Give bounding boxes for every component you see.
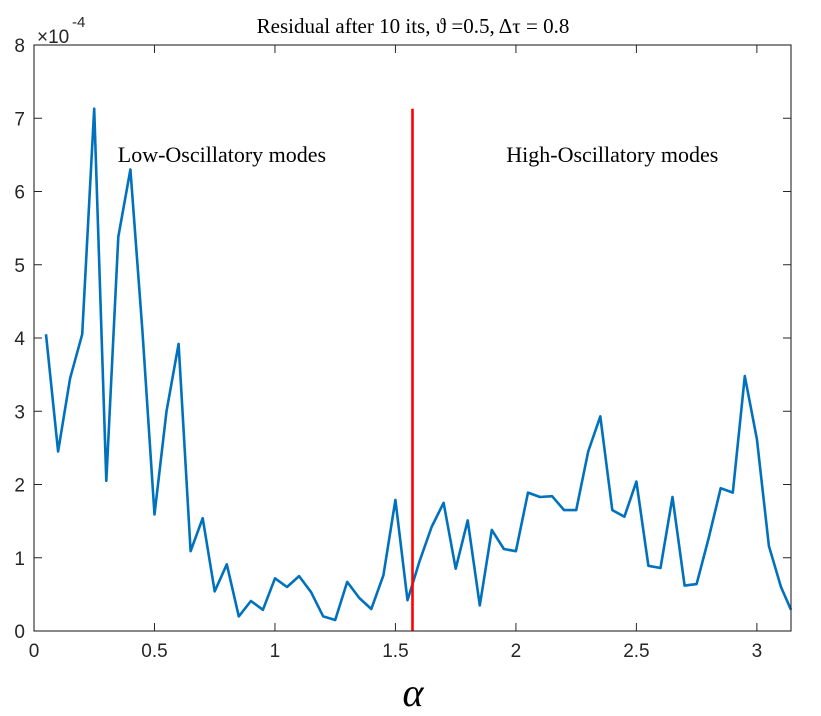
- y-tick-label: 1: [14, 549, 25, 570]
- y-tick-label: 8: [14, 36, 25, 57]
- y-scale-exponent: -4: [72, 14, 85, 31]
- annotation-label: Low-Oscillatory modes: [118, 142, 326, 167]
- y-tick-label: 3: [14, 402, 25, 423]
- y-tick-label: 0: [14, 622, 25, 643]
- x-tick-label: 1.5: [382, 641, 408, 662]
- x-tick-label: 3: [752, 641, 763, 662]
- x-tick-label: 2.5: [623, 641, 649, 662]
- y-tick-label: 4: [14, 329, 25, 350]
- x-axis-label: α: [403, 670, 425, 715]
- x-tick-label: 1: [270, 641, 281, 662]
- x-tick-label: 0.5: [141, 641, 167, 662]
- annotation-label: High-Oscillatory modes: [506, 142, 718, 167]
- x-tick-label: 0: [29, 641, 40, 662]
- series-line-residual: [44, 107, 793, 622]
- y-tick-label: 7: [14, 109, 25, 130]
- x-tick-label: 2: [511, 641, 522, 662]
- chart-title: Residual after 10 its, ϑ =0.5, Δτ = 0.8: [257, 14, 570, 38]
- plot-area: 0 0.5 1 1.5 2 2.5 3 0 1 2 3 4 5 6 7 8 Low-Oscillatory mo…: [14, 36, 793, 662]
- y-tick-label: 5: [14, 256, 25, 277]
- y-tick-label: 6: [14, 183, 25, 204]
- y-scale-base: ×10: [37, 27, 69, 48]
- y-scale-label: ×10 -4: [37, 14, 85, 48]
- y-tick-label: 2: [14, 476, 25, 497]
